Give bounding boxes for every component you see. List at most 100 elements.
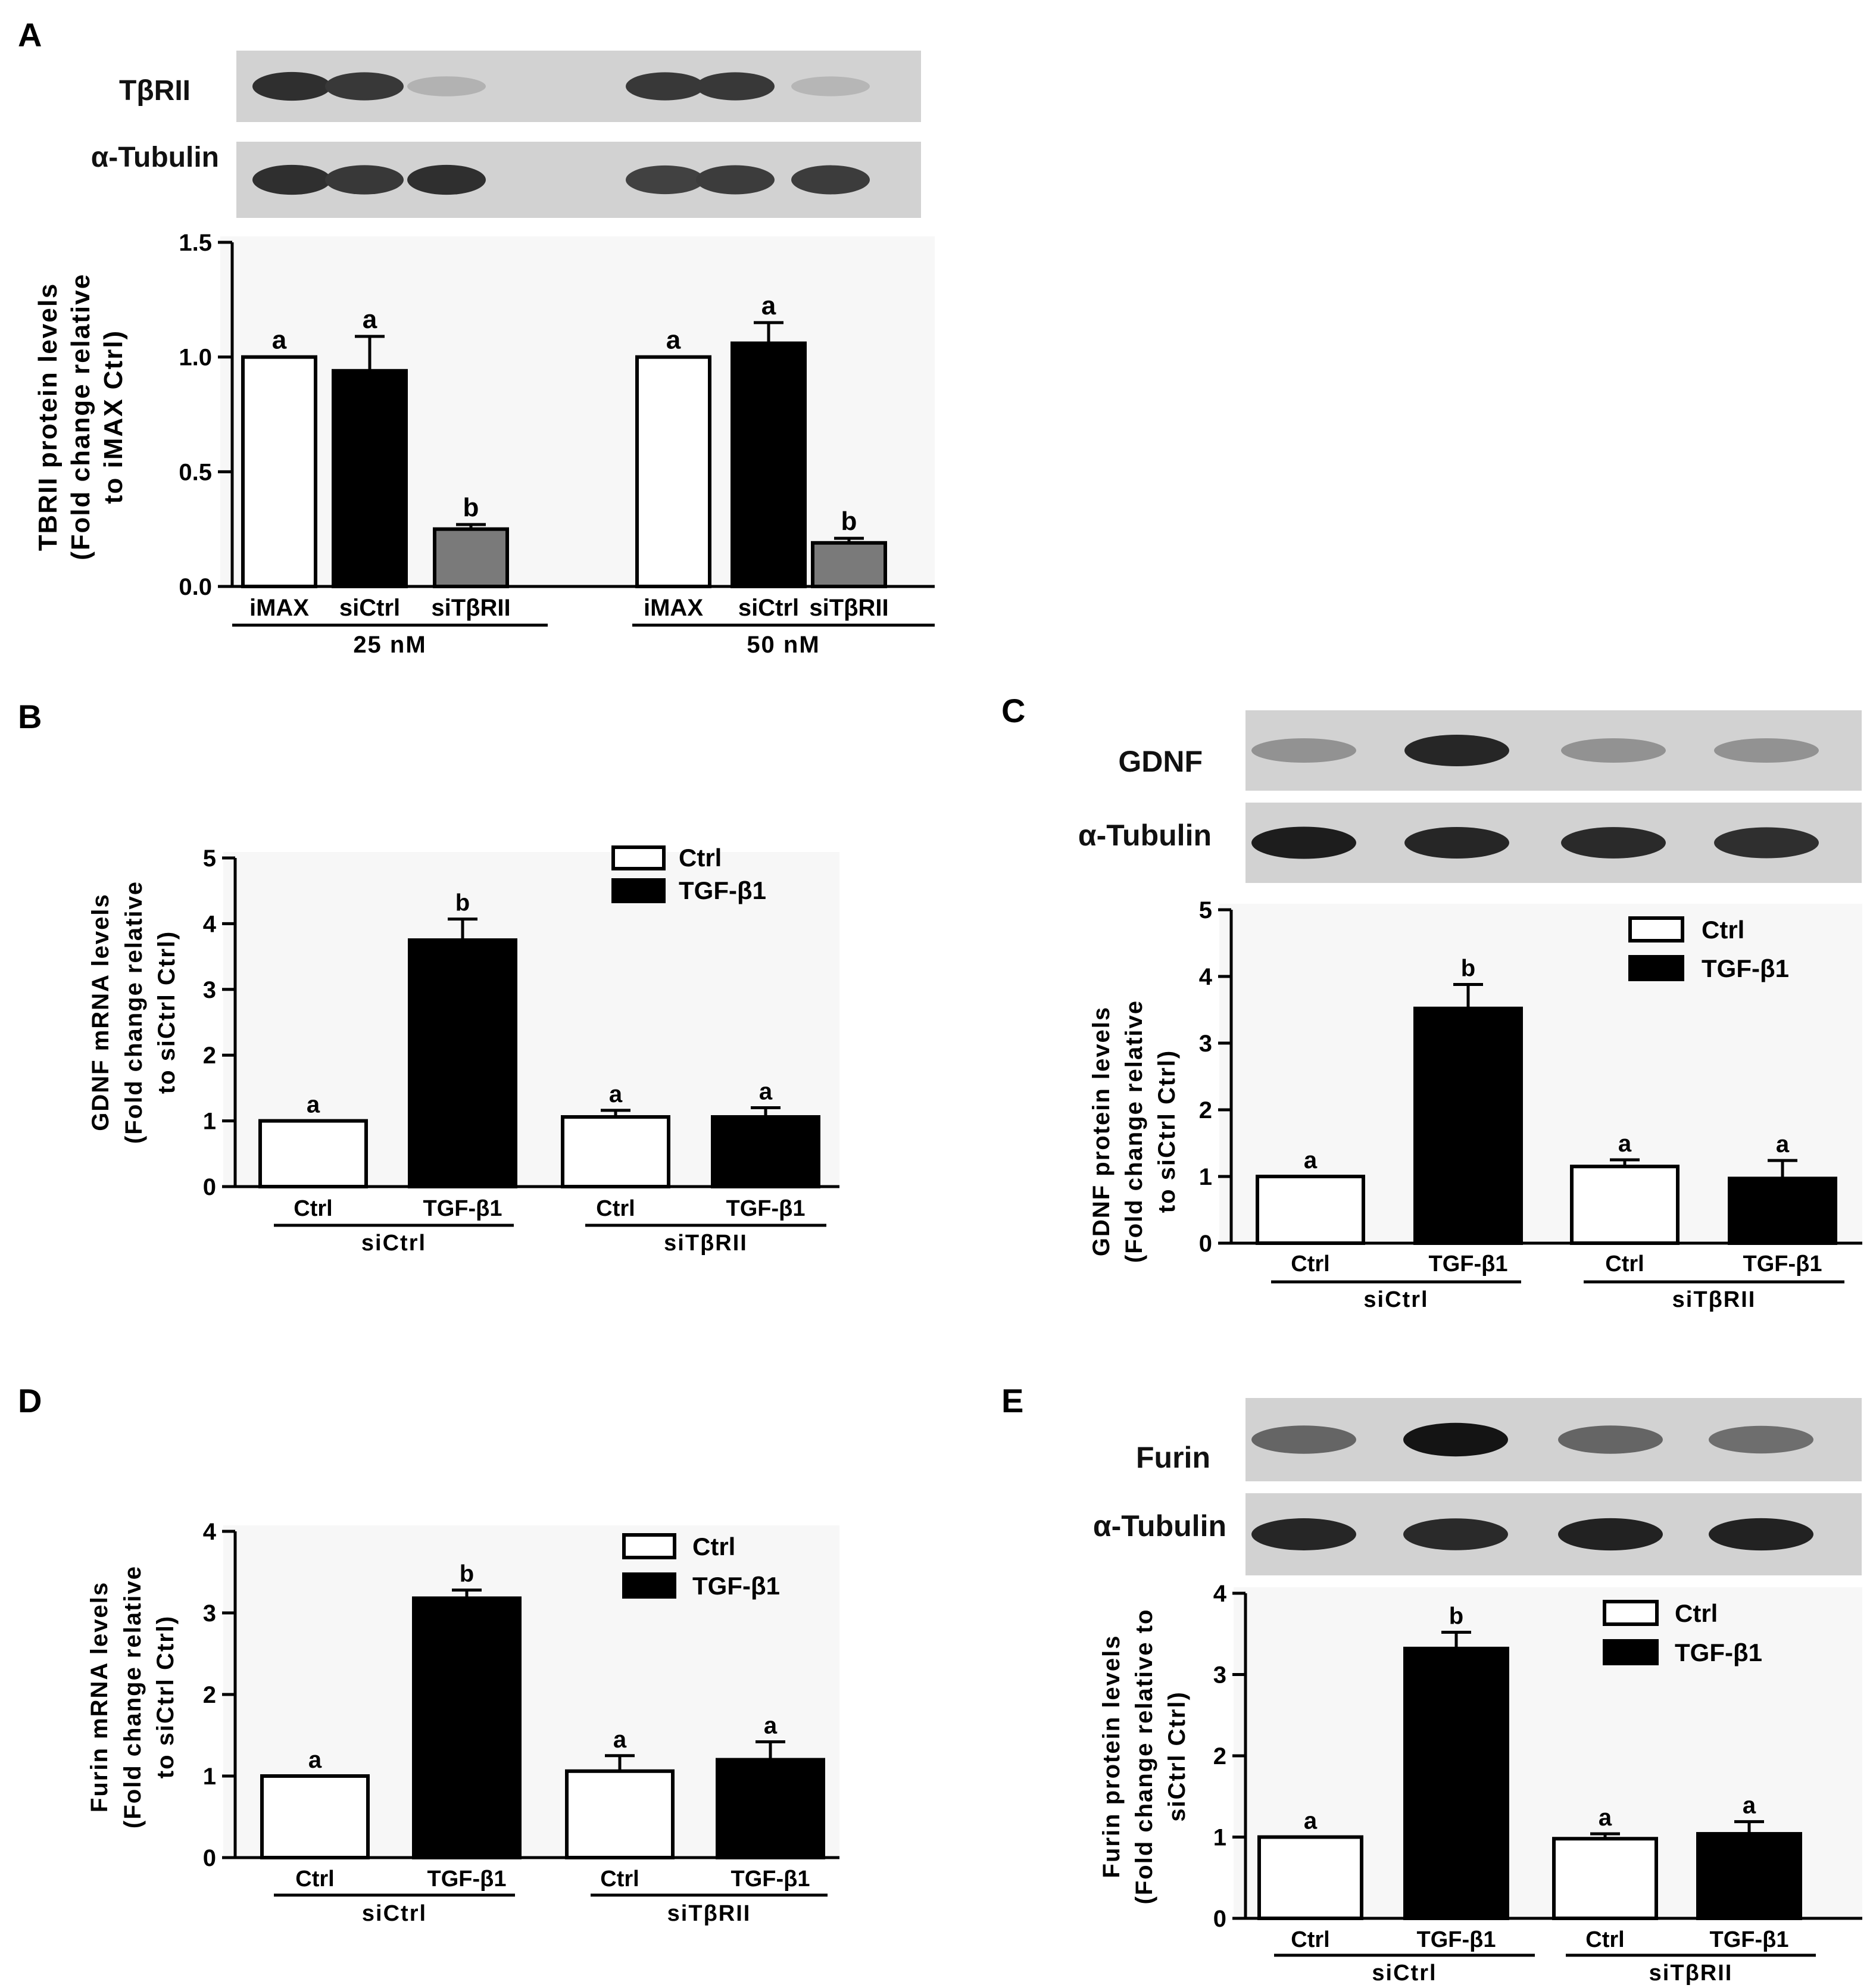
y-axis-label: GDNF mRNA levels — [88, 893, 114, 1131]
x-category-label: Ctrl — [1291, 1252, 1329, 1277]
y-axis-label: (Fold change relative — [66, 273, 95, 560]
blot-band — [1251, 738, 1356, 763]
bar — [260, 1774, 370, 1859]
x-category-label: TGF-β1 — [726, 1196, 806, 1221]
significance-letter: a — [1304, 1808, 1318, 1834]
blot-band — [1404, 734, 1509, 767]
x-category-label: TGF-β1 — [731, 1867, 810, 1892]
x-category-label: siTβRII — [431, 595, 510, 621]
blot-band — [1709, 1518, 1813, 1551]
significance-letter: b — [841, 507, 857, 536]
panel-A: A TβRII α-Tubulin 0.0 0.5 1.0 1.5 a iMAX a siCtrl b… — [18, 16, 935, 658]
significance-letter: a — [609, 1081, 623, 1107]
blot-band — [1404, 826, 1509, 859]
significance-letter: b — [463, 493, 479, 522]
x-category-label: Ctrl — [1605, 1252, 1644, 1277]
legend-label: TGF-β1 — [679, 876, 766, 904]
blot-band — [696, 165, 775, 195]
y-tick-label: 0 — [1213, 1906, 1226, 1932]
blot-label: TβRII — [119, 75, 191, 107]
y-tick-label: 2 — [203, 1043, 216, 1069]
legend-swatch — [1603, 1600, 1659, 1626]
significance-letter: b — [1461, 955, 1475, 981]
blot-band — [1561, 827, 1666, 859]
y-tick-label: 2 — [1213, 1743, 1226, 1769]
y-tick-label: 2 — [1199, 1097, 1212, 1123]
legend-label: Ctrl — [1675, 1599, 1718, 1627]
bar — [811, 541, 887, 589]
y-axis-label: Furin protein levels — [1098, 1635, 1125, 1878]
x-category-label: TGF-β1 — [423, 1196, 502, 1221]
panel-letter: B — [18, 698, 42, 735]
y-tick-label: 0 — [203, 1174, 216, 1200]
panel-E: E Furin α-Tubulin 0 1 2 3 4 a Ctrl b TGF-β1 a Ctrl a TG… — [1001, 1382, 1862, 1986]
x-category-label: TGF-β1 — [427, 1867, 507, 1892]
blot-band — [407, 76, 486, 96]
x-category-label: Ctrl — [294, 1196, 332, 1221]
significance-letter: a — [308, 1747, 322, 1773]
significance-letter: a — [1743, 1793, 1756, 1819]
bar — [412, 1596, 522, 1860]
panel-letter: D — [18, 1382, 42, 1419]
x-category-label: siCtrl — [738, 595, 799, 621]
y-tick-label: 1 — [203, 1764, 216, 1790]
significance-letter: b — [455, 890, 470, 916]
y-axis-label: (Fold change relative — [1121, 1000, 1147, 1263]
significance-letter: a — [1776, 1131, 1790, 1157]
legend-swatch — [1628, 955, 1684, 981]
y-tick-label: 0.5 — [179, 459, 212, 485]
blot-band — [791, 76, 870, 96]
panel-C: C GDNF α-Tubulin 0 1 2 3 4 5 a Ctrl b TGF-β1 a Ctrl a TG… — [1001, 692, 1862, 1312]
y-axis-label: to siCtrl Ctrl) — [1154, 1050, 1180, 1213]
bar — [561, 1115, 670, 1188]
y-tick-label: 1.0 — [179, 345, 212, 371]
legend-label: TGF-β1 — [1702, 954, 1789, 982]
y-tick-label: 1 — [1199, 1164, 1212, 1190]
y-tick-label: 4 — [1199, 964, 1213, 990]
y-tick-label: 1 — [1213, 1825, 1226, 1851]
blot-band — [1403, 1422, 1508, 1457]
blot-label: α-Tubulin — [91, 142, 219, 173]
y-axis-label: TBRII protein levels — [33, 283, 63, 551]
x-category-label: iMAX — [249, 595, 309, 621]
legend-label: Ctrl — [692, 1533, 735, 1561]
significance-letter: a — [1618, 1131, 1632, 1157]
significance-letter: a — [761, 291, 776, 320]
blot-label: α-Tubulin — [1093, 1509, 1226, 1543]
x-category-label: Ctrl — [1585, 1927, 1624, 1952]
x-category-label: Ctrl — [1291, 1927, 1329, 1952]
x-category-label: Ctrl — [600, 1867, 639, 1892]
blot-label: GDNF — [1118, 745, 1203, 778]
group-label: siTβRII — [664, 1231, 748, 1256]
y-axis-label: (Fold change relative — [120, 1565, 146, 1828]
blot-band — [1714, 738, 1819, 763]
significance-letter: a — [759, 1079, 773, 1105]
blot-band — [325, 72, 404, 101]
y-axis-label: siCtrl Ctrl) — [1164, 1691, 1190, 1822]
significance-letter: a — [1304, 1147, 1318, 1174]
blot-band — [1558, 1518, 1663, 1551]
bar — [1413, 1006, 1523, 1245]
blot-band — [626, 165, 704, 195]
bar — [711, 1115, 820, 1188]
significance-letter: b — [460, 1561, 474, 1587]
panel-letter: C — [1001, 692, 1025, 729]
group-label: siCtrl — [362, 1901, 427, 1926]
blot-band — [696, 72, 775, 101]
significance-letter: a — [272, 326, 287, 355]
y-tick-label: 3 — [1213, 1662, 1226, 1689]
bar — [1256, 1175, 1365, 1245]
y-tick-label: 3 — [203, 977, 216, 1003]
blot-band — [252, 164, 331, 195]
blot-band — [1558, 1425, 1663, 1454]
significance-letter: a — [307, 1092, 320, 1118]
y-axis-label: to siCtrl Ctrl) — [152, 1615, 179, 1778]
group-label: siTβRII — [1672, 1287, 1756, 1312]
y-axis-label: Furin mRNA levels — [86, 1581, 113, 1812]
group-label: siTβRII — [667, 1901, 751, 1926]
panel-letter: A — [18, 16, 42, 54]
y-tick-label: 0.0 — [179, 574, 212, 600]
group-label: siCtrl — [1363, 1287, 1428, 1312]
significance-letter: a — [363, 305, 377, 334]
